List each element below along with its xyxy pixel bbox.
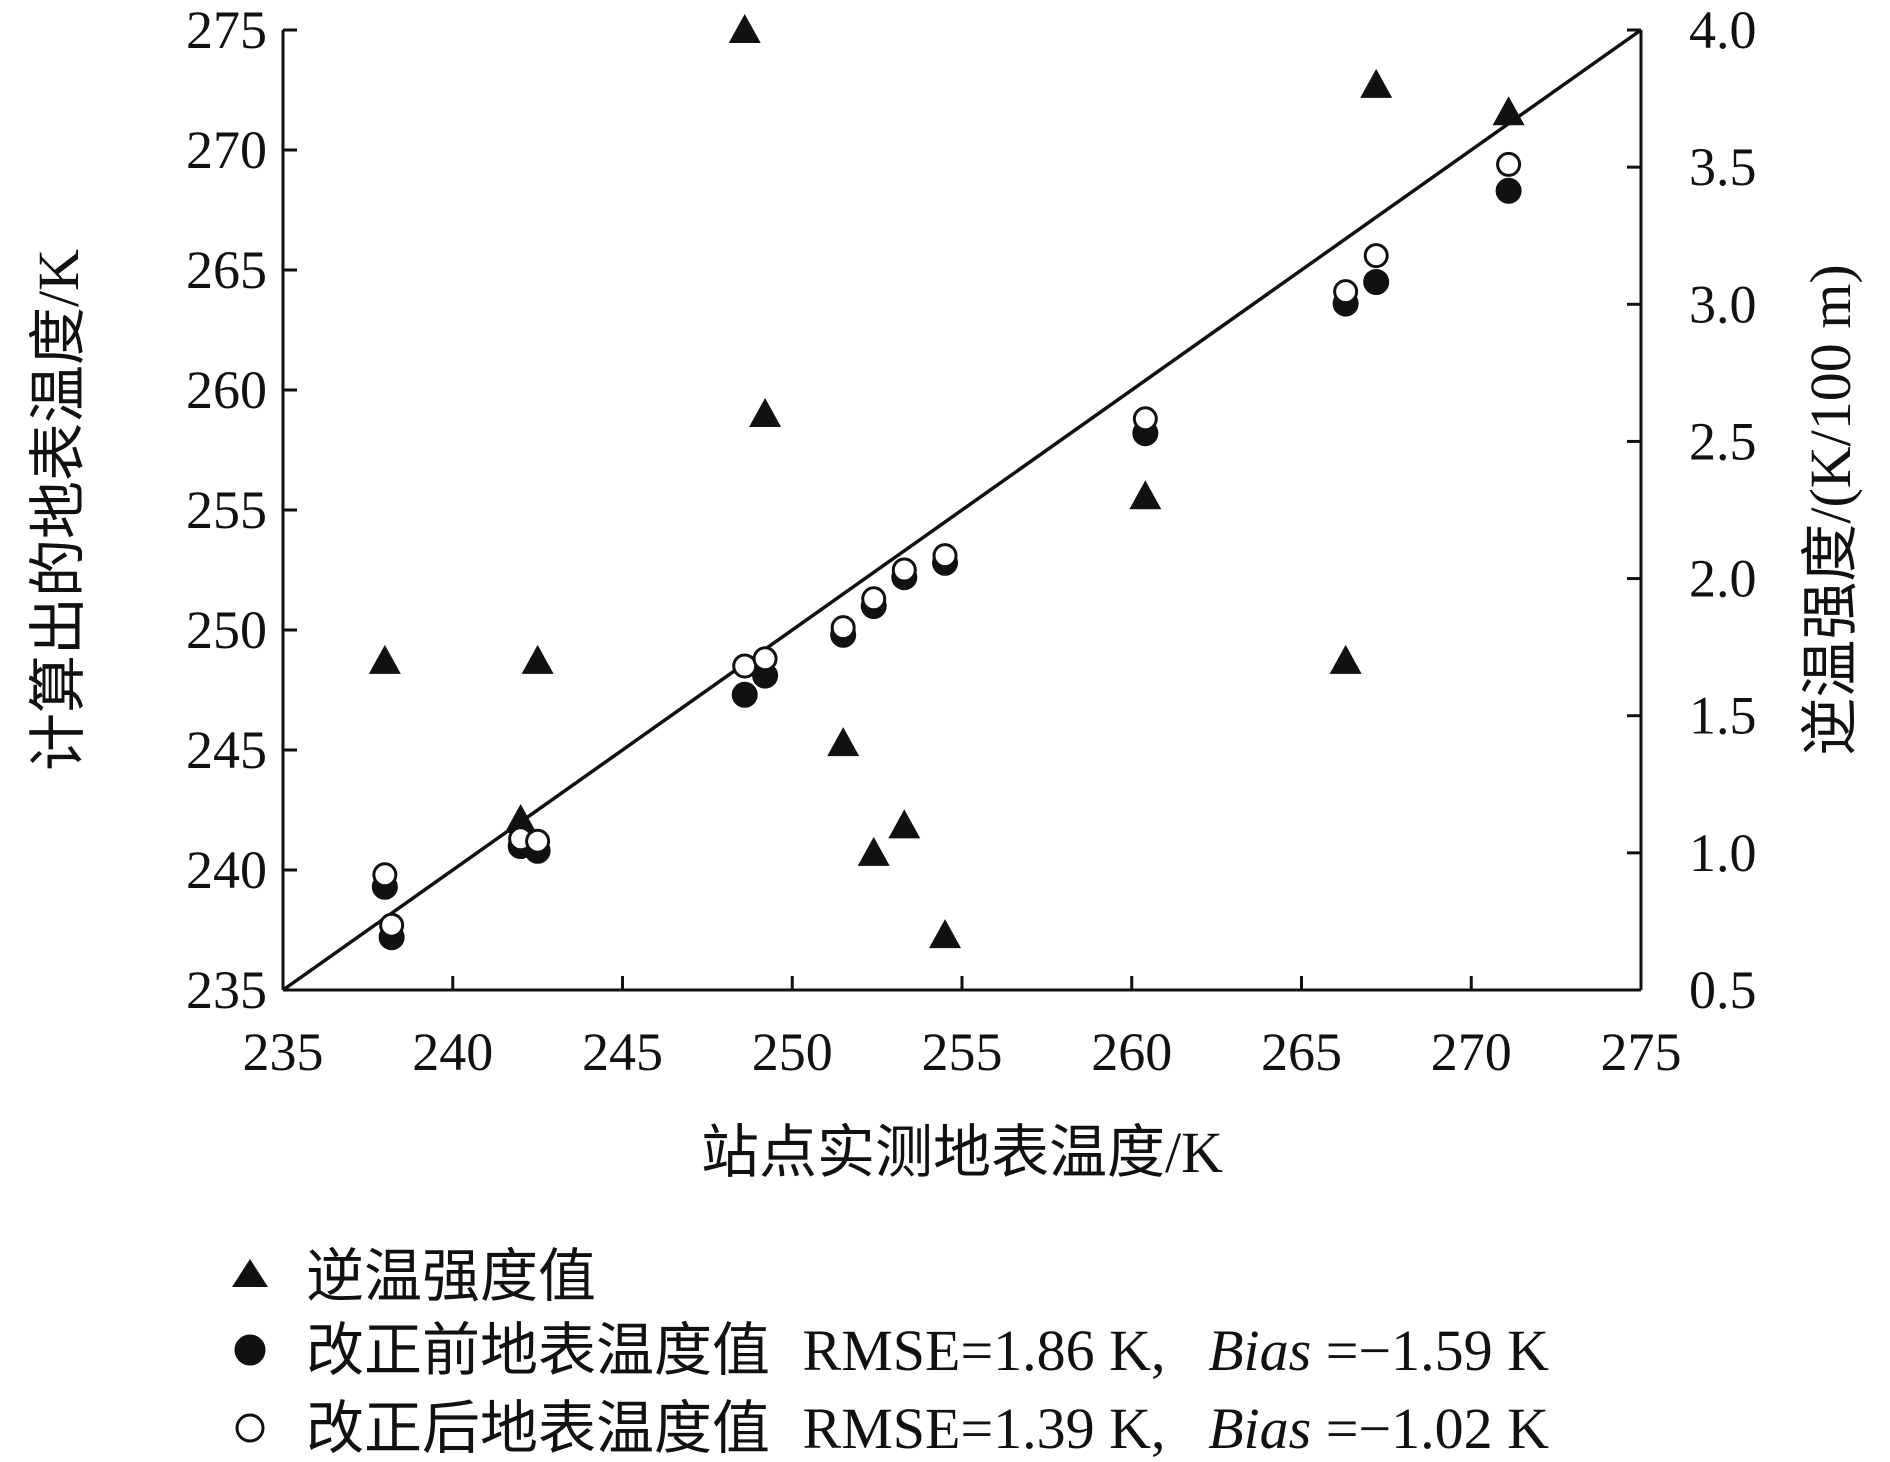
y-tick-label: 260 [186, 360, 267, 420]
x-tick-label: 250 [752, 1022, 833, 1082]
legend-label-inversion: 逆温强度值 [306, 1244, 596, 1309]
lst-after-correction-point [830, 615, 856, 641]
y2-tick-label: 3.5 [1689, 137, 1757, 197]
y2-tick-label: 3.0 [1689, 274, 1757, 334]
y2-tick-label: 1.5 [1689, 686, 1757, 746]
y2-tick-label: 2.0 [1689, 549, 1757, 609]
x-tick-label: 260 [1091, 1022, 1172, 1082]
inversion-intensity-point [749, 398, 782, 427]
lst-after-correction-point [752, 646, 778, 672]
x-tick-label: 235 [243, 1022, 324, 1082]
data-marks [368, 14, 1525, 951]
x-tick-label: 255 [922, 1022, 1003, 1082]
lst-after-correction-point [1363, 243, 1389, 269]
inversion-intensity-point [1360, 68, 1393, 98]
y-tick-label: 240 [186, 840, 267, 900]
inversion-intensity-point [368, 644, 401, 674]
inversion-intensity-point [929, 919, 962, 949]
legend-open-circle-marker [235, 1413, 265, 1443]
x-tick-label: 245 [582, 1022, 663, 1082]
y-tick-label: 245 [186, 720, 267, 780]
inversion-intensity-point [888, 809, 921, 839]
lst-after-correction-point [1132, 406, 1158, 432]
lst-after-correction-point [732, 653, 758, 679]
axis-ticks: 235 240 245 250 255 260 265 270 275 235 240 245 250 2… [186, 0, 1757, 1082]
inversion-intensity-point [728, 14, 761, 43]
legend: 逆温强度值 改正前地表温度值 RMSE=1.86 K, Bias =−1.59 … [232, 1244, 1549, 1461]
reference-line [281, 28, 1643, 992]
lst-after-correction-point [932, 543, 958, 569]
legend-after-bias-key: Bias [1208, 1396, 1311, 1461]
legend-before-name: 改正前地表温度值 [306, 1318, 770, 1383]
lst-after-correction-point [525, 828, 551, 854]
legend-after-rmse: RMSE=1.39 K, [803, 1396, 1166, 1461]
lst-before-correction-point [1363, 269, 1390, 295]
y-tick-label: 250 [186, 600, 267, 660]
legend-after-name: 改正后地表温度值 [306, 1396, 770, 1461]
lst-after-correction-point [372, 862, 398, 888]
legend-before-bias-key: Bias [1208, 1318, 1311, 1383]
x-tick-label: 265 [1261, 1022, 1342, 1082]
lst-after-correction-point [379, 912, 405, 938]
y-tick-label: 275 [186, 0, 267, 60]
y2-tick-label: 2.5 [1689, 411, 1757, 471]
legend-label-before: 改正前地表温度值 RMSE=1.86 K, Bias =−1.59 K [306, 1318, 1549, 1383]
lst-before-correction-point [1495, 177, 1522, 204]
inversion-intensity-point [504, 803, 537, 833]
y2-tick-label: 1.0 [1689, 823, 1757, 883]
inversion-intensity-point [1329, 644, 1362, 674]
y-tick-label: 270 [186, 120, 267, 180]
y2-tick-label: 0.5 [1689, 960, 1757, 1020]
inversion-intensity-point [1129, 480, 1162, 510]
inversion-intensity-point [827, 727, 860, 757]
x-tick-label: 275 [1601, 1022, 1682, 1082]
y2-axis-title: 逆温强度/(K/100 m) [1798, 264, 1863, 755]
reference-line-group [281, 28, 1643, 992]
x-axis-title: 站点实测地表温度/K [701, 1120, 1223, 1185]
lst-after-correction-point [1496, 151, 1522, 177]
lst-after-correction-point [1333, 279, 1359, 305]
legend-before-bias-value: =−1.59 K [1326, 1318, 1549, 1383]
y-axis-title: 计算出的地表温度/K [26, 249, 91, 771]
y-tick-label: 235 [186, 960, 267, 1020]
x-tick-label: 240 [412, 1022, 493, 1082]
legend-label-after: 改正后地表温度值 RMSE=1.39 K, Bias =−1.02 K [306, 1396, 1549, 1461]
lst-after-correction-point [861, 586, 887, 612]
legend-before-rmse: RMSE=1.86 K, [803, 1318, 1166, 1383]
inversion-intensity-point [1492, 96, 1525, 126]
legend-after-bias-value: =−1.02 K [1326, 1396, 1549, 1461]
inversion-intensity-point [521, 644, 554, 674]
y2-tick-label: 4.0 [1689, 0, 1757, 60]
inversion-intensity-point [857, 836, 890, 866]
x-tick-label: 270 [1431, 1022, 1512, 1082]
lst-after-correction-point [891, 557, 917, 583]
y-tick-label: 265 [186, 240, 267, 300]
legend-triangle-marker [232, 1259, 268, 1287]
y-tick-label: 255 [186, 480, 267, 540]
legend-filled-circle-marker [234, 1334, 266, 1366]
lst-before-correction-point [731, 681, 758, 708]
